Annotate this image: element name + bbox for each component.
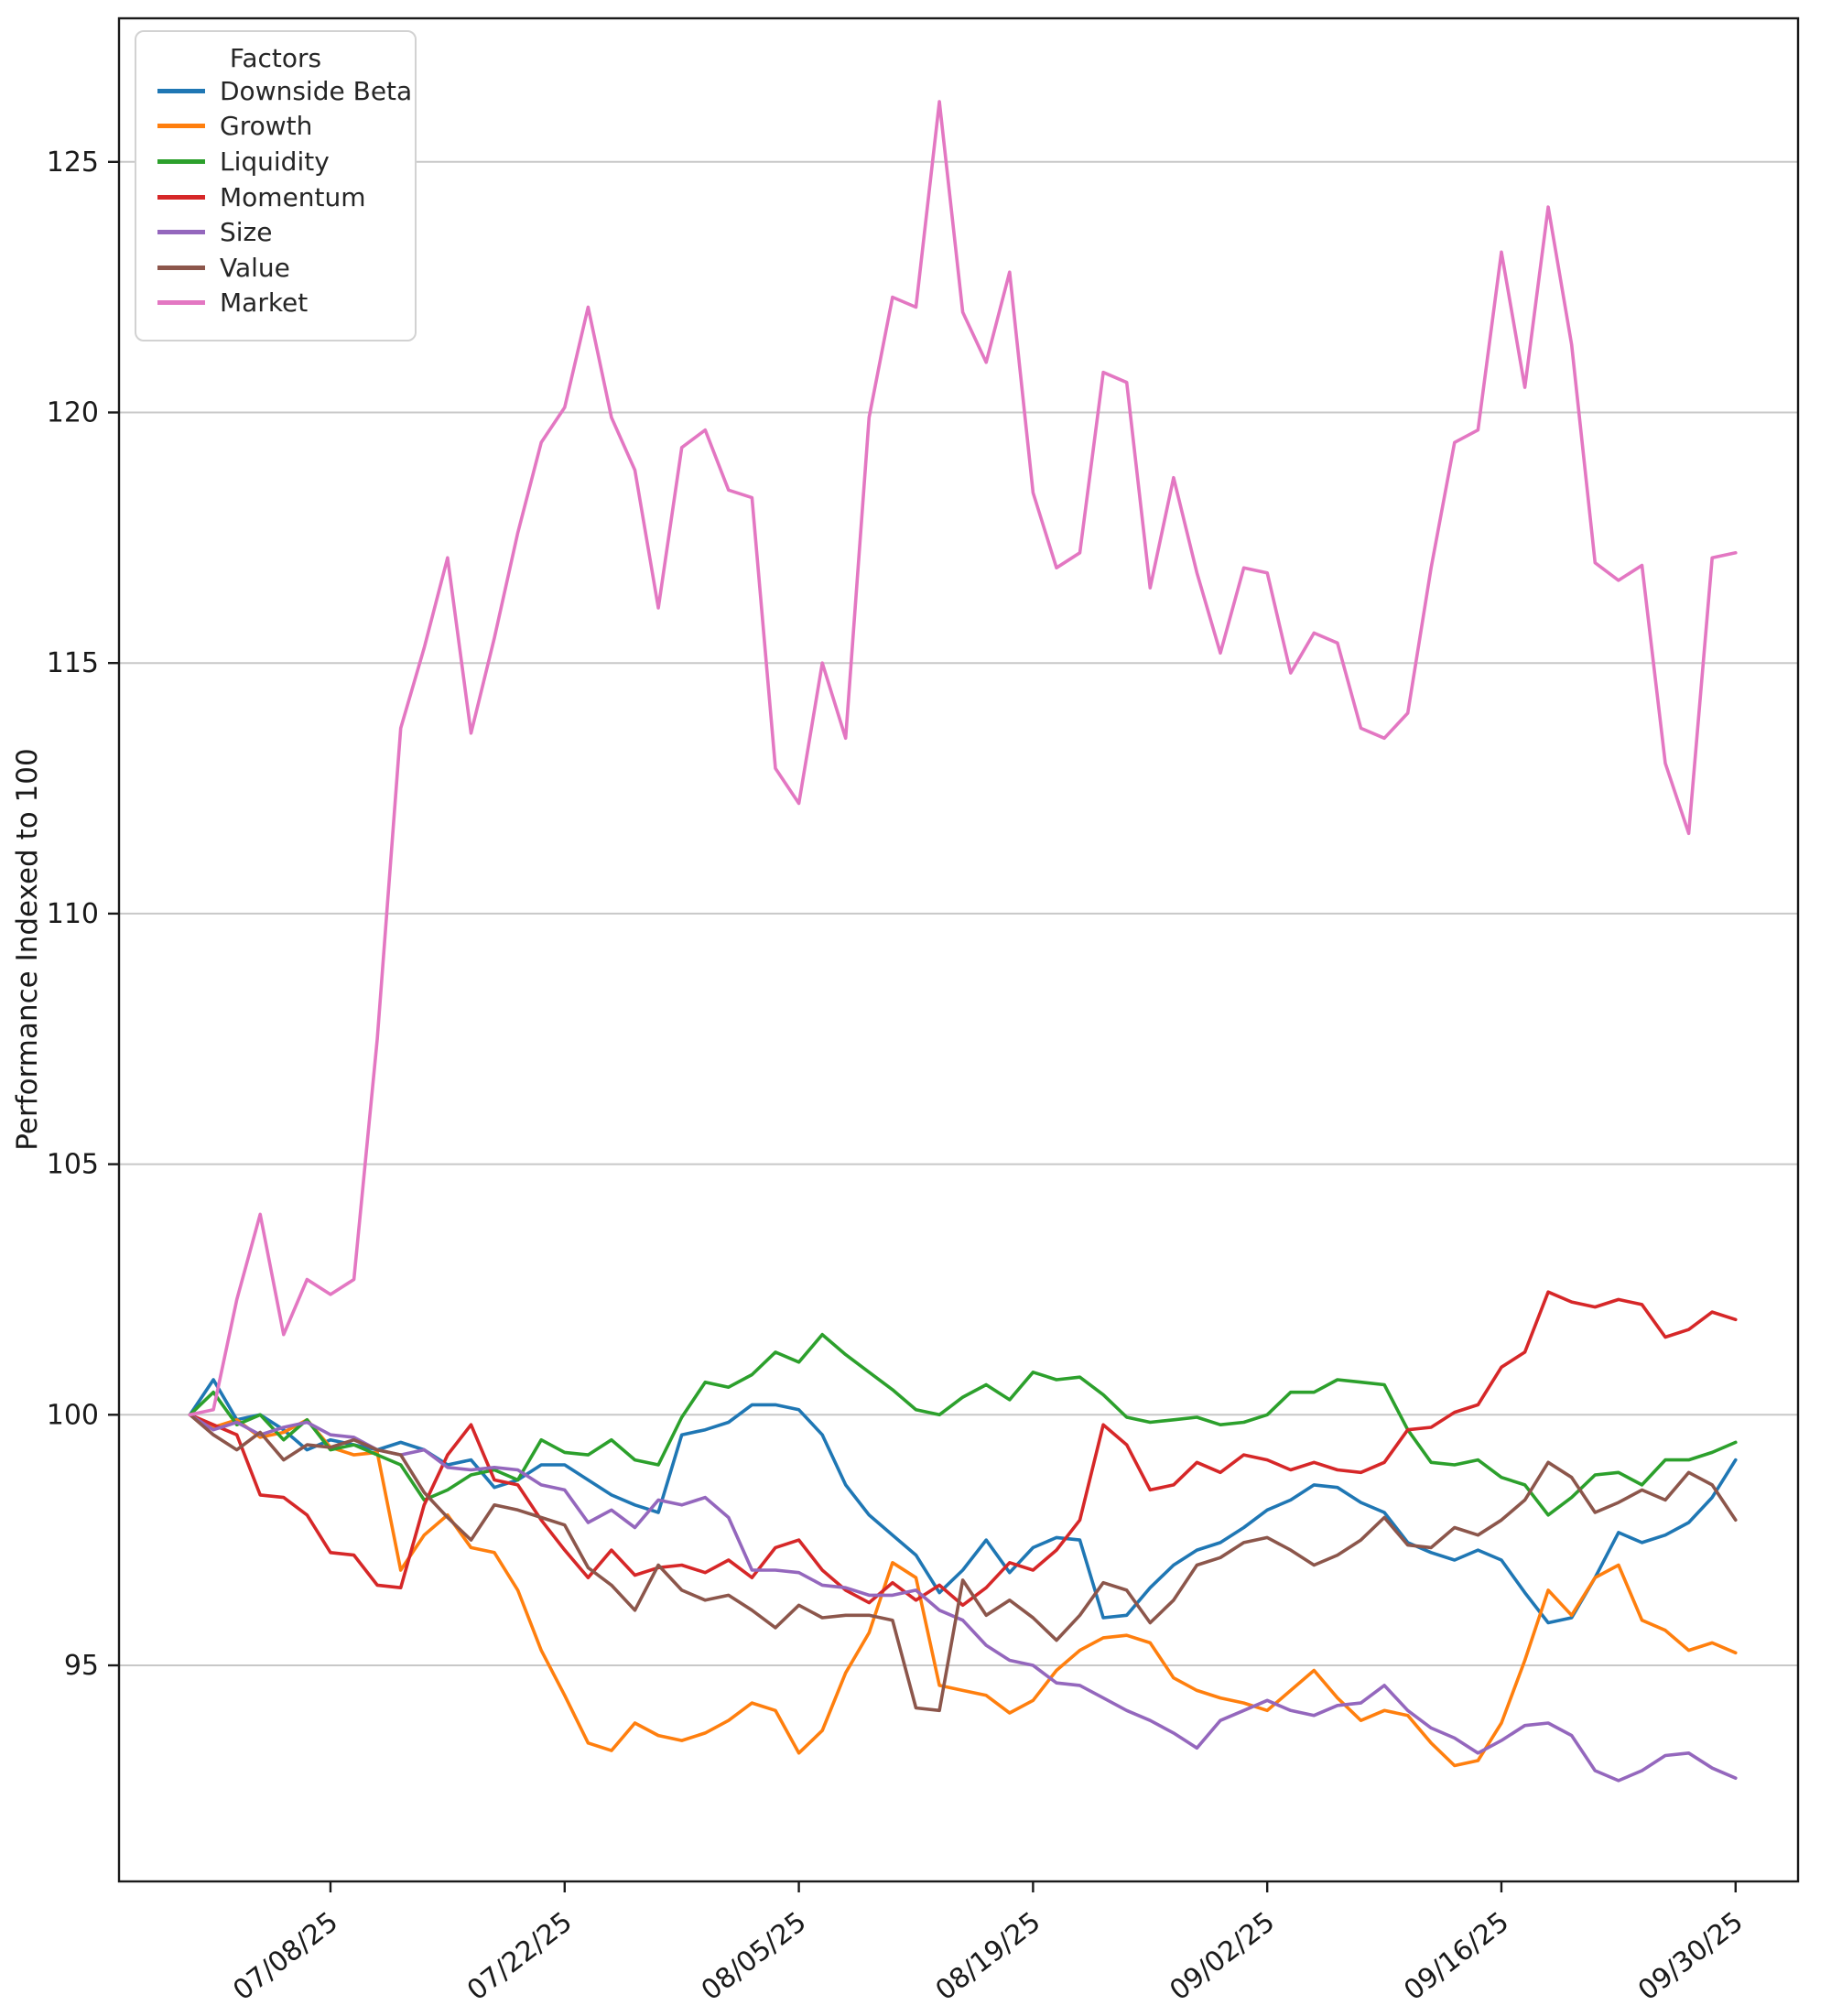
series-line-size — [188, 1413, 1738, 1783]
legend-swatch-icon — [157, 124, 205, 129]
y-tick-label-95: 95 — [64, 1650, 99, 1682]
x-tick-label-6: 09/30/25 — [1632, 1906, 1750, 2008]
y-axis-label: Performance Indexed to 100 — [11, 748, 44, 1150]
legend-label: Growth — [220, 111, 313, 142]
x-tick-label-1: 07/22/25 — [461, 1906, 579, 2008]
legend-label: Momentum — [220, 181, 366, 212]
series-line-downside-beta — [188, 1378, 1738, 1625]
y-tick-label-115: 115 — [47, 647, 99, 679]
series-line-liquidity — [188, 1332, 1738, 1517]
legend-title: Factors — [229, 43, 322, 73]
legend-swatch-icon — [157, 88, 205, 93]
legend-swatch-icon — [157, 158, 205, 164]
legend-entry-market: Market — [136, 286, 415, 321]
series-line-growth — [188, 1413, 1738, 1768]
legend-label: Value — [220, 252, 290, 283]
series-line-momentum — [188, 1290, 1738, 1608]
legend-swatch-icon — [157, 265, 205, 270]
axes-frame — [117, 16, 1800, 1883]
legend-label: Size — [220, 217, 273, 248]
y-tick-label-110: 110 — [47, 898, 99, 930]
x-tick-label-2: 08/05/25 — [696, 1906, 813, 2008]
series-line-market — [188, 100, 1738, 1417]
legend-swatch-icon — [157, 300, 205, 306]
legend: Factors Downside Beta Growth Liquidity Mome… — [135, 30, 417, 341]
y-tick-label-125: 125 — [47, 146, 99, 179]
legend-entry-growth: Growth — [136, 109, 415, 145]
y-tick-label-120: 120 — [47, 397, 99, 429]
x-tick-label-0: 07/08/25 — [227, 1906, 344, 2008]
x-tick-label-3: 08/19/25 — [930, 1906, 1047, 2008]
legend-entry-liquidity: Liquidity — [136, 144, 415, 179]
y-tick-label-105: 105 — [47, 1149, 99, 1181]
legend-entry-downside-beta: Downside Beta — [136, 73, 415, 109]
legend-label: Liquidity — [220, 146, 330, 177]
x-tick-label-4: 09/02/25 — [1164, 1906, 1281, 2008]
legend-swatch-icon — [157, 230, 205, 235]
legend-entry-size: Size — [136, 214, 415, 250]
legend-label: Market — [220, 287, 309, 319]
legend-entry-momentum: Momentum — [136, 179, 415, 215]
series-line-value — [188, 1413, 1738, 1713]
legend-swatch-icon — [157, 194, 205, 200]
legend-label: Downside Beta — [220, 75, 413, 106]
y-tick-label-100: 100 — [47, 1399, 99, 1431]
legend-entry-value: Value — [136, 250, 415, 286]
x-tick-label-5: 09/16/25 — [1398, 1906, 1515, 2008]
